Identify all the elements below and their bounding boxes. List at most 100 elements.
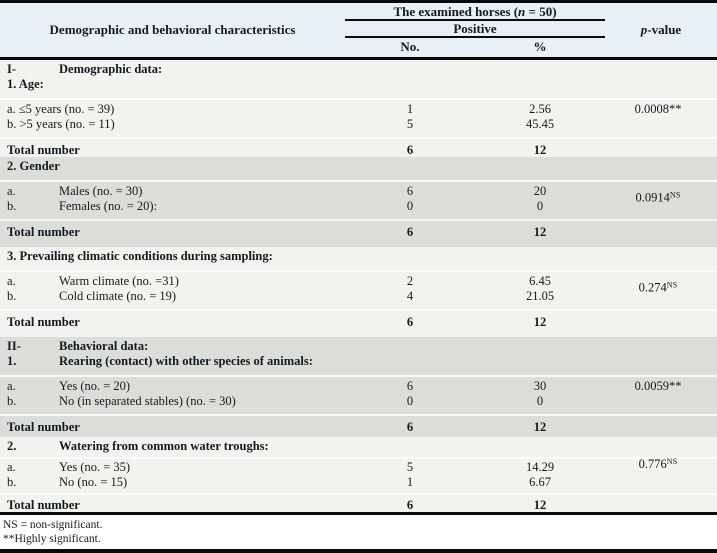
row-marker: b. xyxy=(7,289,17,303)
heading-text: Watering from common water troughs: xyxy=(59,439,269,453)
section-climate: 3. Prevailing climatic conditions during… xyxy=(0,247,717,337)
heading-text: 2. Gender xyxy=(7,159,60,173)
header-characteristics: Demographic and behavioral characteristi… xyxy=(49,22,296,37)
cell-no: 5 xyxy=(406,460,414,474)
heading-marker: 2. xyxy=(7,439,17,453)
heading-marker: 1. xyxy=(7,354,17,368)
cell-no: 0 xyxy=(406,199,414,213)
table-row: b. No (in separated stables) (no. = 30) 0… xyxy=(0,394,717,409)
total-row: Total number 6 12 xyxy=(0,493,717,512)
cell-pct: 14.29 xyxy=(525,460,555,474)
total-no: 6 xyxy=(406,420,414,434)
p-value-text: 0.776 xyxy=(638,457,667,471)
section-gender: 2. Gender a. Males (no. = 30) 6 20 b. Fema… xyxy=(0,157,717,247)
total-row: Total number 6 12 xyxy=(0,309,717,330)
cell-pct: 45.45 xyxy=(525,117,555,131)
heading-marker: II- xyxy=(7,339,21,353)
data-row-pair: a. ≤5 years (no. = 39) 1 2.56 b. >5 year… xyxy=(0,98,717,132)
heading-text: Demographic data: xyxy=(59,62,163,76)
section-subheading: 1. Age: xyxy=(0,77,717,92)
row-label: Males (no. = 30) xyxy=(59,184,143,198)
p-value-text: 0.0914 xyxy=(635,190,670,205)
row-marker: a. xyxy=(7,379,16,393)
data-row-pair: a. Yes (no. = 35) 5 14.29 b. No (no. = 15)… xyxy=(0,457,717,490)
cell-no: 0 xyxy=(406,394,414,408)
total-pct: 12 xyxy=(533,420,547,434)
section-behavioral-rearing: II- Behavioral data: 1. Rearing (contact) … xyxy=(0,337,717,437)
total-no: 6 xyxy=(406,225,414,239)
total-no: 6 xyxy=(406,498,414,512)
cell-no: 6 xyxy=(406,184,414,198)
table-row: b. Cold climate (no. = 19) 4 21.05 xyxy=(0,289,717,304)
p-value-sup: NS xyxy=(666,457,678,466)
cell-pct: 2.56 xyxy=(529,102,551,116)
total-label: Total number xyxy=(7,143,80,157)
total-row: Total number 6 12 xyxy=(0,414,717,435)
cell-pct: 6.67 xyxy=(529,475,551,489)
cell-pct: 0 xyxy=(536,199,544,213)
total-no: 6 xyxy=(406,143,414,157)
total-row: Total number 6 12 xyxy=(0,219,717,240)
row-label: Yes (no. = 20) xyxy=(59,379,131,393)
heading-text: 1. Age: xyxy=(7,77,44,91)
cell-no: 1 xyxy=(406,475,414,489)
header-group-title: The examined horses (n = 50) xyxy=(345,3,605,21)
section-subheading: 1. Rearing (contact) with other species o… xyxy=(0,354,717,369)
footnote-ns: NS = non-significant. xyxy=(3,519,103,531)
row-marker: b. xyxy=(7,199,17,213)
p-value: 0.274NS xyxy=(605,281,711,296)
group-title-post: = 50) xyxy=(525,4,557,19)
p-value-sup: NS xyxy=(669,190,681,200)
table-row: a. Yes (no. = 35) 5 14.29 xyxy=(0,460,717,475)
footnote-highly-significant: **Highly significant. xyxy=(3,533,101,545)
group-title-pre: The examined horses ( xyxy=(393,4,519,19)
p-value: 0.776NS xyxy=(605,457,711,472)
data-row-pair: a. Warm climate (no. =31) 2 6.45 b. Cold c… xyxy=(0,270,717,304)
p-value-sup: NS xyxy=(666,280,678,290)
heading-text: Rearing (contact) with other species of … xyxy=(59,354,313,368)
row-marker: a. xyxy=(7,460,16,474)
total-label: Total number xyxy=(7,225,80,239)
row-label: No (in separated stables) (no. = 30) xyxy=(59,394,236,408)
group-title-n: n xyxy=(518,4,526,19)
p-value: 0.0008** xyxy=(605,102,711,117)
total-label: Total number xyxy=(7,420,80,434)
cell-no: 2 xyxy=(406,274,414,288)
pvalue-rest: -value xyxy=(647,22,682,37)
row-marker: b. xyxy=(7,394,17,408)
total-pct: 12 xyxy=(533,143,547,157)
header-col-pct: % xyxy=(533,39,547,54)
section-heading: 2. Gender xyxy=(0,157,717,174)
row-marker: b. xyxy=(7,475,17,489)
cell-pct: 0 xyxy=(536,394,544,408)
p-value-text: 0.274 xyxy=(638,280,667,295)
row-marker: a. xyxy=(7,184,16,198)
heading-marker: I- xyxy=(7,62,17,76)
pvalue-p: p xyxy=(640,22,648,37)
header-col-no: No. xyxy=(400,39,420,54)
table-row: a. Yes (no. = 20) 6 30 xyxy=(0,379,717,394)
row-label: No (no. = 15) xyxy=(59,475,128,489)
table-footnotes: NS = non-significant. **Highly significa… xyxy=(0,512,717,548)
table-row: b. No (no. = 15) 1 6.67 xyxy=(0,475,717,490)
heading-text: Behavioral data: xyxy=(59,339,149,353)
total-row: Total number 6 12 xyxy=(0,137,717,157)
row-label: b. >5 years (no. = 11) xyxy=(7,117,115,131)
cell-no: 1 xyxy=(406,102,414,116)
row-label: a. ≤5 years (no. = 39) xyxy=(7,102,115,116)
row-label: Warm climate (no. =31) xyxy=(59,274,179,288)
row-label: Females (no. = 20): xyxy=(59,199,158,213)
total-pct: 12 xyxy=(533,498,547,512)
table-row: a. ≤5 years (no. = 39) 1 2.56 xyxy=(0,102,717,117)
section-heading: I- Demographic data: xyxy=(0,60,717,77)
p-value: 0.0914NS xyxy=(605,191,711,206)
row-label: Cold climate (no. = 19) xyxy=(59,289,177,303)
total-pct: 12 xyxy=(533,225,547,239)
cell-pct: 6.45 xyxy=(529,274,551,288)
row-label: Yes (no. = 35) xyxy=(59,460,131,474)
section-demographic-age: I- Demographic data: 1. Age: a. ≤5 years … xyxy=(0,60,717,157)
cell-pct: 30 xyxy=(533,379,547,393)
table-row: b. >5 years (no. = 11) 5 45.45 xyxy=(0,117,717,132)
table-row: a. Warm climate (no. =31) 2 6.45 xyxy=(0,274,717,289)
